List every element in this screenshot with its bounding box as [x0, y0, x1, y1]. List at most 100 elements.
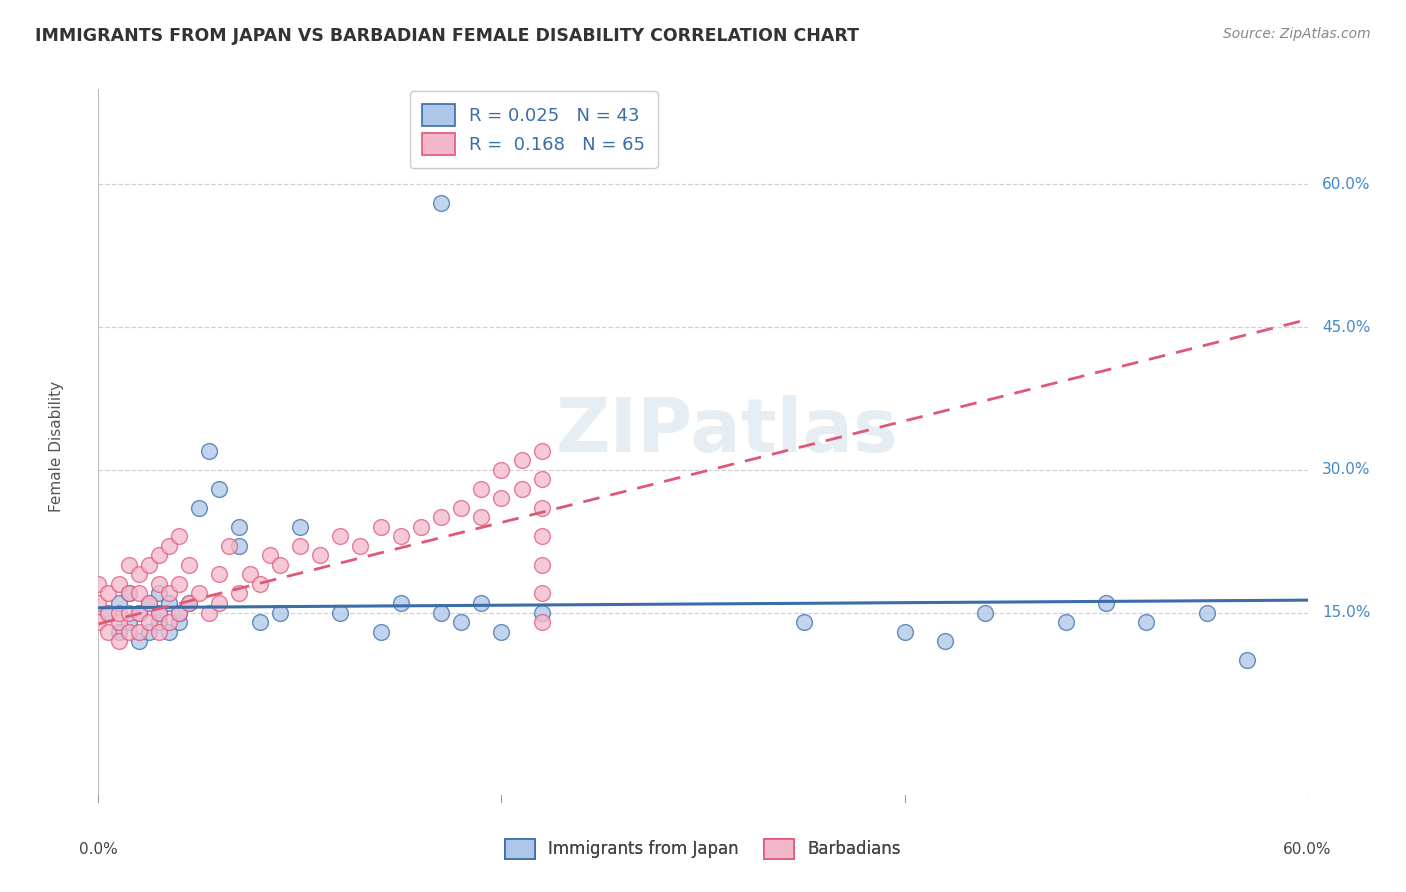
Text: 60.0%: 60.0% [1322, 177, 1371, 192]
Text: IMMIGRANTS FROM JAPAN VS BARBADIAN FEMALE DISABILITY CORRELATION CHART: IMMIGRANTS FROM JAPAN VS BARBADIAN FEMAL… [35, 27, 859, 45]
Point [148, 577, 170, 591]
Point [188, 586, 211, 600]
Point [87, 577, 110, 591]
Text: 15.0%: 15.0% [1322, 605, 1371, 620]
Point [128, 567, 150, 582]
Text: ZIPatlas: ZIPatlas [555, 395, 898, 468]
Point [138, 624, 160, 639]
Point [128, 606, 150, 620]
Point [208, 482, 231, 496]
Point [118, 615, 141, 629]
Text: Source: ZipAtlas.com: Source: ZipAtlas.com [1223, 27, 1371, 41]
Point [269, 558, 291, 572]
Text: 60.0%: 60.0% [1284, 842, 1331, 857]
Point [97, 624, 120, 639]
Point [128, 634, 150, 648]
Point [530, 443, 553, 458]
Point [167, 577, 190, 591]
Point [118, 558, 141, 572]
Point [329, 529, 352, 543]
Point [128, 624, 150, 639]
Point [530, 500, 553, 515]
Point [389, 529, 412, 543]
Point [148, 606, 170, 620]
Point [157, 624, 180, 639]
Point [87, 615, 110, 629]
Point [450, 500, 472, 515]
Point [510, 453, 533, 467]
Point [530, 558, 553, 572]
Point [1195, 606, 1218, 620]
Point [288, 539, 311, 553]
Point [530, 615, 553, 629]
Point [138, 558, 160, 572]
Text: 0.0%: 0.0% [79, 842, 118, 857]
Point [97, 606, 120, 620]
Point [87, 596, 110, 610]
Point [530, 529, 553, 543]
Point [167, 606, 190, 620]
Point [128, 606, 150, 620]
Point [107, 615, 129, 629]
Point [430, 606, 453, 620]
Point [157, 586, 180, 600]
Point [430, 196, 453, 211]
Point [107, 606, 129, 620]
Text: 30.0%: 30.0% [1322, 462, 1371, 477]
Point [430, 510, 453, 524]
Point [228, 539, 250, 553]
Point [218, 539, 240, 553]
Point [198, 443, 221, 458]
Point [179, 558, 201, 572]
Point [138, 596, 160, 610]
Point [1095, 596, 1118, 610]
Point [208, 596, 231, 610]
Point [249, 577, 271, 591]
Point [249, 615, 271, 629]
Point [450, 615, 472, 629]
Point [107, 624, 129, 639]
Point [370, 624, 392, 639]
Point [530, 586, 553, 600]
Point [167, 529, 190, 543]
Point [148, 624, 170, 639]
Point [1135, 615, 1157, 629]
Point [370, 520, 392, 534]
Point [208, 567, 231, 582]
Point [228, 520, 250, 534]
Point [138, 615, 160, 629]
Point [138, 596, 160, 610]
Point [148, 586, 170, 600]
Point [167, 615, 190, 629]
Point [309, 549, 332, 563]
Point [157, 539, 180, 553]
Point [1236, 653, 1258, 667]
Point [97, 586, 120, 600]
Point [974, 606, 997, 620]
Point [118, 586, 141, 600]
Point [934, 634, 956, 648]
Point [259, 549, 281, 563]
Point [118, 606, 141, 620]
Point [470, 510, 492, 524]
Text: 45.0%: 45.0% [1322, 319, 1371, 334]
Point [288, 520, 311, 534]
Point [1054, 615, 1077, 629]
Point [470, 596, 492, 610]
Point [470, 482, 492, 496]
Point [118, 624, 141, 639]
Point [530, 606, 553, 620]
Point [179, 596, 201, 610]
Legend: Immigrants from Japan, Barbadians: Immigrants from Japan, Barbadians [499, 832, 907, 866]
Point [793, 615, 815, 629]
Point [118, 586, 141, 600]
Point [107, 634, 129, 648]
Point [530, 472, 553, 486]
Point [97, 606, 120, 620]
Point [239, 567, 262, 582]
Point [188, 500, 211, 515]
Point [148, 549, 170, 563]
Point [157, 615, 180, 629]
Point [409, 520, 432, 534]
Point [329, 606, 352, 620]
